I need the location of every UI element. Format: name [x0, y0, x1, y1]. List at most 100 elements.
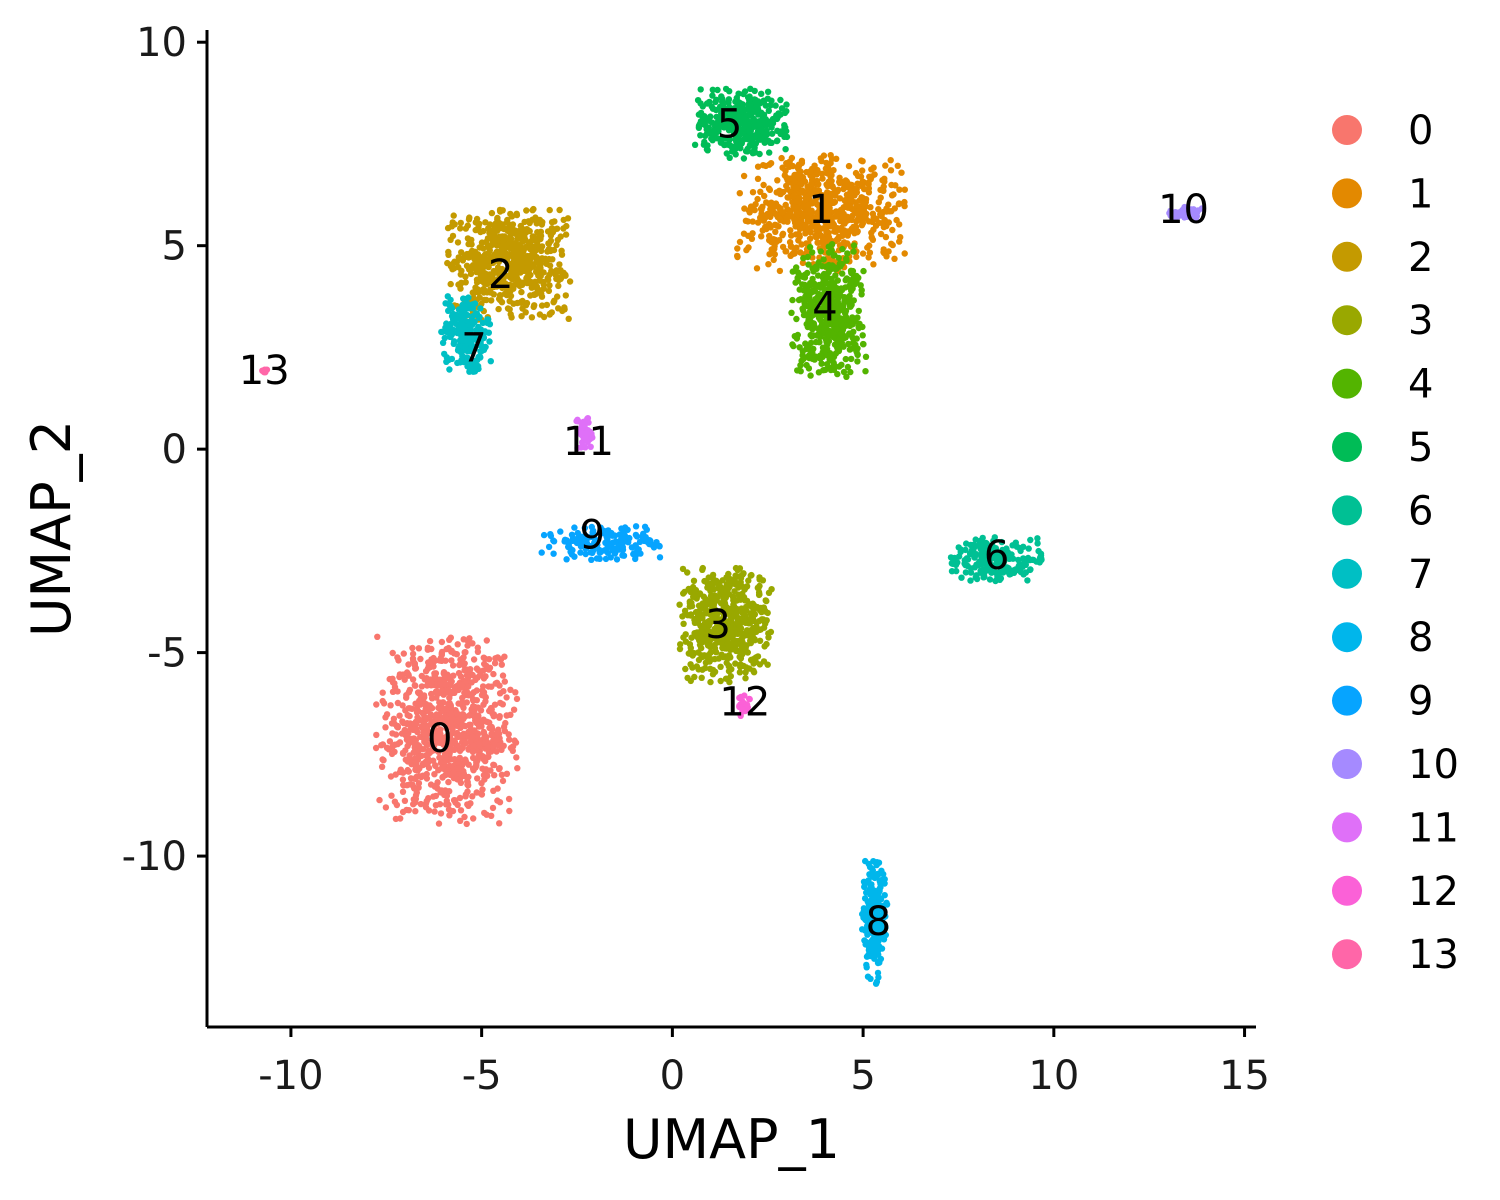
point	[723, 574, 730, 581]
point	[800, 189, 807, 196]
point	[704, 642, 712, 649]
point	[421, 700, 428, 708]
point	[1027, 536, 1034, 544]
point	[766, 149, 773, 156]
point	[417, 800, 425, 808]
point	[756, 626, 763, 634]
point	[865, 860, 872, 868]
point	[422, 804, 430, 811]
point	[519, 297, 526, 305]
point	[819, 214, 826, 221]
point	[687, 648, 695, 655]
point	[391, 798, 399, 805]
point	[549, 256, 556, 263]
point	[872, 980, 880, 987]
point	[561, 536, 569, 543]
point	[473, 665, 481, 672]
point	[868, 871, 875, 878]
point	[475, 740, 482, 747]
point	[818, 157, 825, 165]
point	[712, 631, 720, 638]
point	[799, 281, 806, 288]
legend-label: 1	[1408, 171, 1433, 217]
point	[465, 216, 473, 223]
point	[391, 680, 398, 687]
x-tick-label: -5	[462, 1053, 502, 1099]
x-tick-label: 10	[1028, 1053, 1079, 1099]
point	[403, 669, 411, 676]
point	[819, 263, 826, 270]
point	[705, 630, 712, 638]
point	[619, 552, 626, 559]
legend-item-1: 1	[1332, 171, 1433, 217]
point	[438, 651, 445, 659]
point	[848, 321, 856, 328]
point	[390, 715, 398, 722]
point	[788, 232, 795, 239]
point	[782, 146, 789, 153]
point	[712, 609, 720, 616]
point	[871, 887, 878, 894]
point	[760, 181, 767, 189]
point	[503, 219, 511, 226]
point	[815, 369, 823, 376]
point	[756, 150, 763, 158]
point	[679, 565, 687, 573]
point	[410, 749, 417, 756]
point	[465, 782, 472, 789]
point	[487, 358, 494, 365]
point	[855, 307, 862, 315]
point	[444, 329, 451, 336]
point	[813, 216, 820, 224]
point	[684, 569, 691, 576]
point	[858, 194, 865, 201]
point	[740, 155, 748, 162]
point	[428, 718, 436, 726]
point	[776, 237, 783, 244]
point	[773, 222, 780, 229]
point	[850, 328, 857, 335]
point	[483, 718, 491, 725]
point	[473, 687, 480, 694]
point	[458, 681, 465, 688]
point	[483, 296, 490, 304]
point	[889, 226, 896, 234]
point	[451, 756, 458, 763]
point	[469, 754, 477, 762]
point	[518, 288, 525, 296]
point	[397, 766, 404, 773]
point	[826, 204, 833, 212]
point	[692, 615, 699, 623]
point	[496, 292, 504, 299]
point	[758, 90, 765, 98]
point	[870, 261, 877, 268]
point	[808, 180, 815, 187]
point	[866, 173, 873, 180]
point	[473, 762, 480, 769]
point	[433, 782, 440, 789]
point	[650, 544, 658, 551]
point	[415, 690, 423, 697]
point	[423, 714, 430, 722]
point	[536, 277, 543, 284]
point	[388, 792, 395, 799]
point	[747, 610, 755, 617]
point	[399, 788, 407, 795]
point	[480, 772, 488, 779]
point	[754, 219, 762, 226]
point	[488, 297, 495, 304]
point	[442, 755, 449, 762]
point	[439, 339, 447, 346]
point	[506, 736, 513, 743]
point	[697, 100, 704, 107]
point	[714, 637, 721, 645]
point	[461, 689, 468, 697]
point	[848, 355, 855, 363]
point	[538, 549, 545, 556]
y-tick-label: -10	[122, 834, 187, 880]
point	[469, 703, 477, 710]
point	[804, 193, 812, 201]
cluster-label-12: 12	[719, 679, 770, 725]
point	[860, 341, 867, 348]
